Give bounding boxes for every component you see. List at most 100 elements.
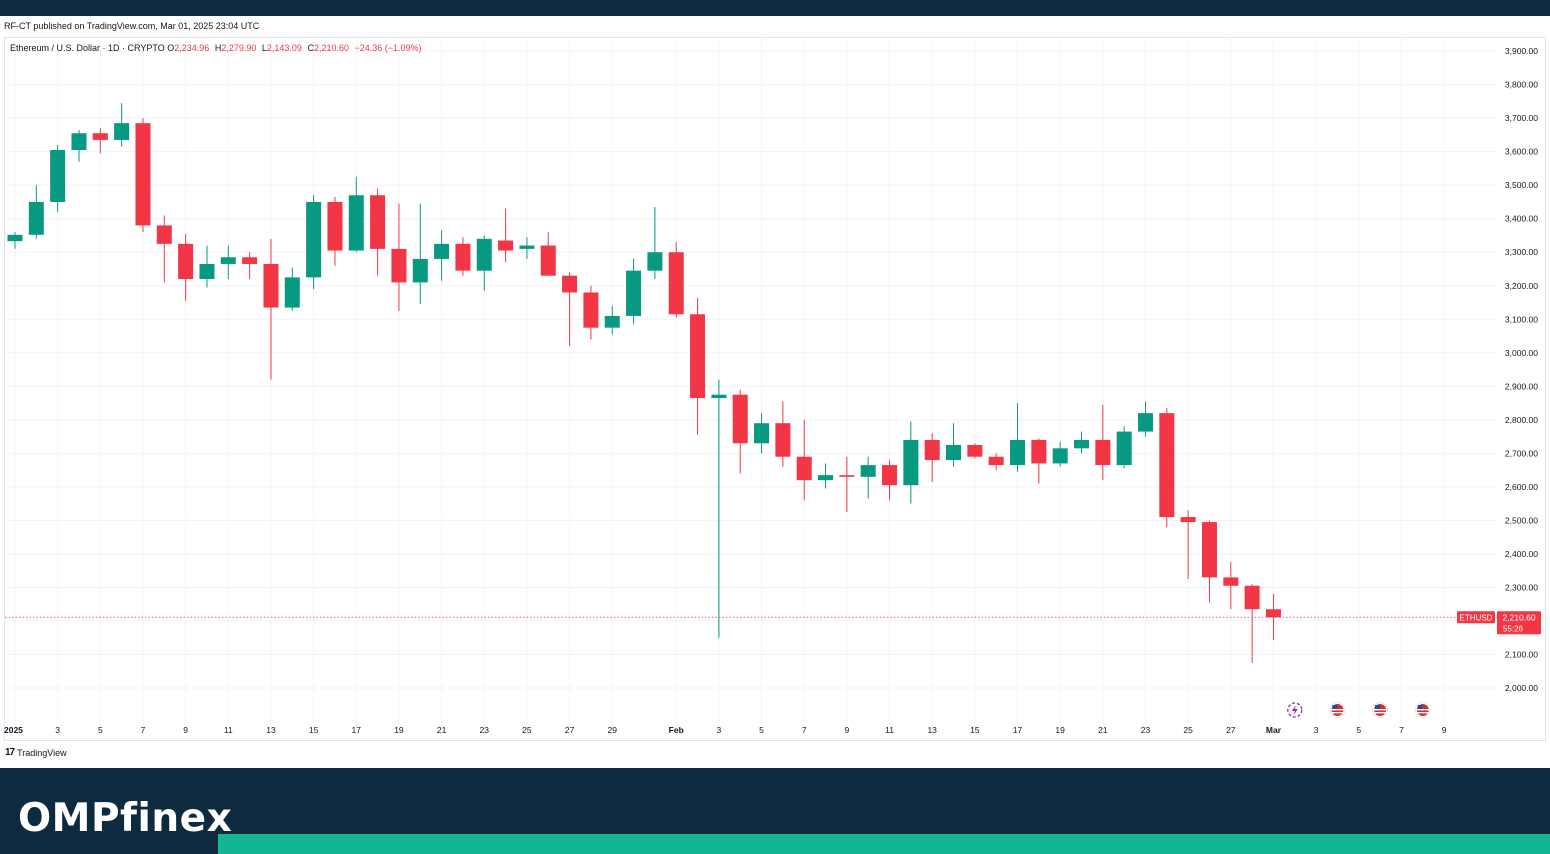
candle-body	[1265, 609, 1281, 618]
footer-banner: OMPfinex	[0, 768, 1550, 854]
candle-body	[1244, 585, 1260, 610]
x-tick-label: 7	[1399, 725, 1404, 735]
legend-close: 2,210.60	[313, 43, 349, 53]
candle-body	[220, 257, 236, 264]
candle-body	[711, 394, 727, 399]
candle-body	[1159, 413, 1175, 518]
candle-body	[114, 123, 130, 140]
candle-body	[135, 123, 151, 226]
ohlc-legend: Ethereum / U.S. Dollar · 1D · CRYPTO O2,…	[10, 43, 425, 53]
x-tick-label: 9	[1442, 725, 1447, 735]
candle-body	[775, 423, 791, 457]
x-tick-label: Mar	[1266, 725, 1282, 735]
x-tick-label: 9	[183, 725, 188, 735]
flag-stripe	[1374, 712, 1387, 714]
candle-body	[92, 133, 108, 140]
candle-body	[71, 133, 87, 151]
y-tick-label: 3,900.00	[1505, 46, 1538, 56]
candle-body	[668, 252, 684, 315]
x-tick-label: 3	[1314, 725, 1319, 735]
candle-body	[754, 423, 770, 444]
y-tick-label: 3,600.00	[1505, 147, 1538, 157]
candle-body	[370, 195, 386, 249]
legend-low-label: L	[261, 43, 267, 53]
x-tick-label: 19	[1055, 725, 1065, 735]
candle-body	[1223, 577, 1239, 586]
flag-stripe	[1331, 712, 1344, 714]
x-tick-label: 29	[608, 725, 618, 735]
y-tick-label: 3,200.00	[1505, 281, 1538, 291]
candle-body	[199, 263, 215, 280]
x-tick-label: 5	[98, 725, 103, 735]
x-tick-label: 25	[1183, 725, 1193, 735]
candle-body	[860, 465, 876, 477]
candle-body	[498, 240, 514, 251]
x-tick-label: 21	[1098, 725, 1108, 735]
candle-body	[1074, 439, 1089, 449]
candle-body	[967, 444, 983, 457]
candle-body	[946, 444, 962, 461]
legend-change: −24.36 (−1.09%)	[354, 43, 422, 53]
flag-stripe	[1374, 709, 1387, 711]
legend-low: 2,143.09	[266, 43, 302, 53]
y-tick-label: 3,800.00	[1505, 80, 1538, 90]
candle-body	[732, 394, 748, 444]
x-tick-label: 19	[394, 725, 404, 735]
lightning-icon	[1287, 702, 1303, 718]
lightning-bolt	[1291, 705, 1298, 715]
last-price-tag	[1497, 611, 1541, 635]
x-tick-label: 17	[352, 725, 362, 735]
candle-body	[562, 275, 578, 293]
candle-body	[626, 270, 642, 316]
y-tick-label: 2,600.00	[1505, 482, 1538, 492]
flag-canton	[1332, 705, 1338, 709]
candle-body	[818, 475, 834, 481]
legend-close-label: C	[307, 43, 314, 53]
candle-body	[839, 475, 855, 477]
x-tick-label: 2025	[4, 725, 23, 735]
x-tick-label: 5	[1356, 725, 1361, 735]
legend-high: 2,279.90	[221, 43, 257, 53]
y-tick-label: 3,300.00	[1505, 247, 1538, 257]
candle-body	[647, 252, 663, 271]
y-tick-label: 2,900.00	[1505, 381, 1538, 391]
x-tick-label: 7	[141, 725, 146, 735]
x-tick-label: 27	[1226, 725, 1236, 735]
candle-body	[519, 245, 535, 249]
candle-body	[434, 243, 450, 259]
last-price-text: 2,210.60	[1502, 612, 1535, 622]
candle-body	[7, 234, 23, 242]
countdown-text: 55:26	[1503, 624, 1524, 633]
candle-body	[1031, 439, 1047, 464]
x-tick-label: 3	[717, 725, 722, 735]
candle-body	[1137, 413, 1153, 432]
y-tick-label: 2,300.00	[1505, 582, 1538, 592]
y-tick-label: 2,800.00	[1505, 415, 1538, 425]
tradingview-logo[interactable]: 17 TradingView	[5, 747, 67, 758]
y-tick-label: 3,400.00	[1505, 214, 1538, 224]
candle-body	[455, 243, 471, 271]
candle-body	[796, 456, 812, 481]
chart-panel: RF-CT published on TradingView.com, Mar …	[0, 16, 1550, 768]
candle-body	[412, 258, 428, 283]
candle-body	[903, 439, 919, 486]
candle-body	[263, 263, 279, 308]
candlestick-chart[interactable]: 2,000.002,100.002,200.002,300.002,400.00…	[0, 16, 1550, 768]
candle-body	[348, 195, 364, 251]
legend-symbol: Ethereum / U.S. Dollar · 1D · CRYPTO	[10, 43, 165, 53]
y-tick-label: 3,500.00	[1505, 180, 1538, 190]
candle-body	[156, 225, 172, 244]
y-tick-label: 2,000.00	[1505, 683, 1538, 693]
candle-body	[1201, 522, 1217, 578]
accent-bar	[218, 834, 1550, 854]
chart-frame	[4, 37, 1546, 741]
x-tick-label: 23	[480, 725, 490, 735]
candle-body	[540, 245, 556, 276]
x-tick-label: 25	[522, 725, 532, 735]
publisher-line: RF-CT published on TradingView.com, Mar …	[4, 21, 260, 31]
x-tick-label: 9	[845, 725, 850, 735]
y-tick-label: 2,500.00	[1505, 515, 1538, 525]
candle-body	[1116, 431, 1132, 466]
x-tick-label: Feb	[669, 725, 684, 735]
y-tick-label: 2,100.00	[1505, 649, 1538, 659]
